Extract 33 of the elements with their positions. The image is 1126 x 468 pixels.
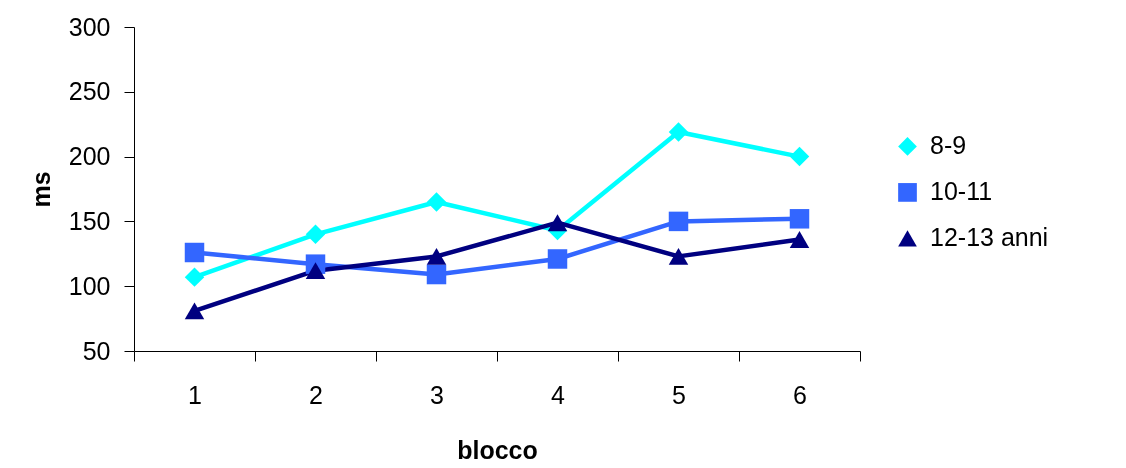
point	[426, 264, 447, 285]
y-tick-label: 50	[82, 336, 111, 365]
point	[789, 209, 810, 229]
x-tick-label: 6	[793, 380, 807, 409]
legend-label: 8-9	[930, 131, 967, 160]
point	[668, 211, 689, 232]
x-axis-title: blocco	[457, 435, 538, 464]
point	[184, 242, 205, 263]
y-tick-label: 250	[68, 77, 111, 106]
point	[789, 146, 810, 167]
y-axis-title: ms	[26, 171, 55, 208]
point	[668, 247, 689, 265]
point	[668, 122, 689, 142]
y-tick-label: 300	[68, 12, 111, 41]
point	[305, 262, 326, 280]
point	[426, 192, 447, 212]
point	[426, 247, 447, 265]
y-tick-label: 200	[68, 142, 111, 171]
x-tick-label: 2	[309, 380, 323, 409]
point	[184, 302, 205, 320]
x-tick-label: 1	[188, 380, 202, 409]
point	[547, 214, 568, 232]
y-tick-label: 150	[68, 206, 111, 235]
point	[789, 231, 810, 248]
point	[184, 267, 205, 287]
x-tick-label: 4	[551, 380, 566, 409]
x-tick-label: 5	[672, 380, 686, 409]
legend-label: 10-11	[930, 177, 993, 206]
point	[305, 224, 326, 245]
legend-label: 12-13 anni	[930, 223, 1049, 252]
point	[547, 249, 568, 269]
y-tick-label: 100	[68, 271, 111, 300]
x-tick-label: 3	[430, 380, 444, 409]
